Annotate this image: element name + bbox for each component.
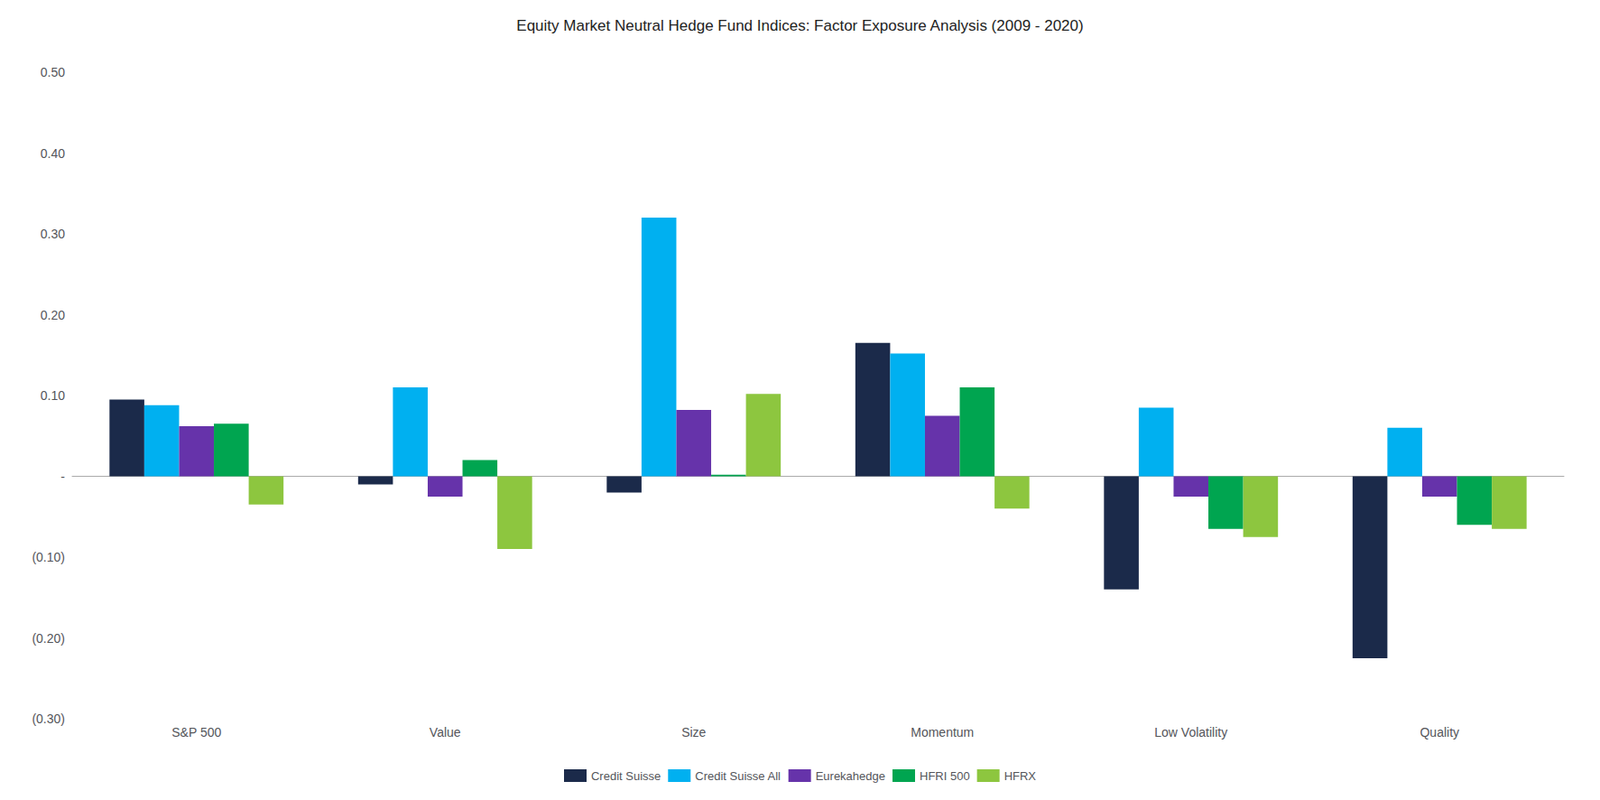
svg-text:Quality: Quality bbox=[1419, 724, 1460, 740]
svg-text:Eurekahedge: Eurekahedge bbox=[815, 768, 886, 783]
svg-text:Low Volatility: Low Volatility bbox=[1154, 724, 1228, 740]
svg-text:Size: Size bbox=[681, 724, 706, 740]
svg-text:(0.10): (0.10) bbox=[31, 549, 65, 565]
svg-text:S&P 500: S&P 500 bbox=[171, 724, 222, 740]
svg-text:Momentum: Momentum bbox=[910, 724, 974, 740]
svg-text:Credit Suisse: Credit Suisse bbox=[591, 768, 661, 783]
svg-text:0.30: 0.30 bbox=[40, 226, 65, 241]
svg-text:0.10: 0.10 bbox=[40, 388, 65, 403]
svg-text:HFRX: HFRX bbox=[1004, 768, 1037, 783]
svg-text:Credit Suisse All: Credit Suisse All bbox=[694, 768, 781, 783]
svg-text:0.20: 0.20 bbox=[40, 307, 65, 323]
svg-text:-: - bbox=[60, 469, 65, 484]
svg-text:(0.20): (0.20) bbox=[31, 630, 65, 646]
svg-text:(0.30): (0.30) bbox=[31, 711, 65, 726]
svg-text:Value: Value bbox=[429, 724, 462, 740]
svg-text:Equity Market Neutral Hedge Fu: Equity Market Neutral Hedge Fund Indices… bbox=[516, 17, 1083, 35]
svg-text:HFRI 500: HFRI 500 bbox=[919, 768, 971, 783]
svg-text:0.50: 0.50 bbox=[40, 64, 65, 80]
svg-text:0.40: 0.40 bbox=[40, 146, 65, 161]
